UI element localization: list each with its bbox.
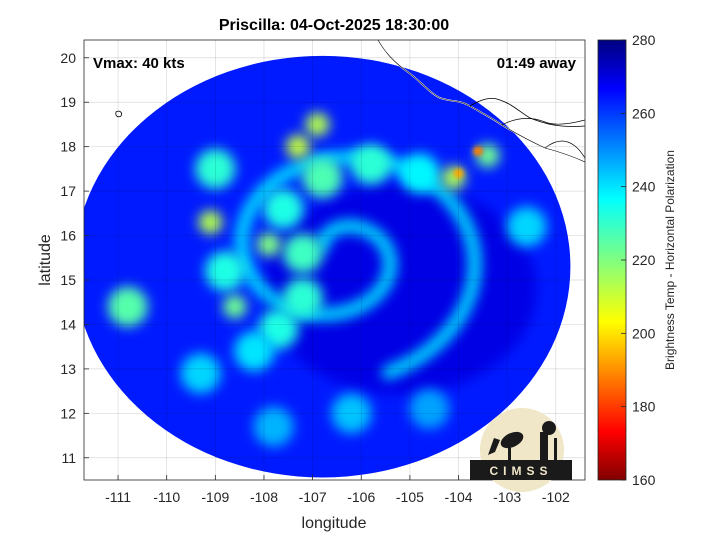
cimss-logo-text: CIMSS [489, 464, 552, 478]
y-tick-label: 20 [60, 50, 76, 66]
x-tick-labels: -111 -110 -109 -108 -107 -106 -105 -104 -103 -102 [105, 475, 570, 505]
time-away-annotation: 01:49 away [497, 55, 577, 72]
rainband-point [263, 188, 304, 229]
x-tick-label: -105 [396, 489, 424, 505]
rainband-point [256, 232, 281, 257]
rainband-point [409, 388, 450, 429]
colorbar-tick-label: 240 [632, 179, 656, 195]
y-tick-label: 18 [60, 139, 76, 155]
rainband-point [198, 210, 223, 235]
y-tick-label: 17 [60, 183, 76, 199]
rainband-point [441, 165, 466, 190]
colorbar-ticks: 160 180 200 220 240 260 280 [621, 32, 656, 488]
rainband-point [205, 251, 246, 292]
rainband-point [399, 153, 440, 194]
rainband-point [253, 406, 294, 447]
y-tick-label: 15 [60, 272, 76, 288]
axes-frame [83, 39, 586, 481]
rainband-point [472, 146, 483, 157]
grid-lines [84, 40, 585, 480]
x-tick-label: -111 [105, 489, 131, 505]
y-tick-label: 19 [60, 94, 76, 110]
cimss-logo: CIMSS [470, 408, 572, 492]
colorbar-tick-label: 200 [632, 325, 656, 341]
colorbar-label: Brightness Temp - Horizontal Polarizatio… [663, 150, 677, 370]
colorbar-tick-label: 280 [632, 32, 656, 48]
x-tick-label: -109 [201, 489, 229, 505]
rainband-point [282, 233, 323, 274]
x-tick-label: -102 [542, 489, 570, 505]
rainband-point [305, 112, 330, 137]
rainband-point [302, 157, 343, 198]
colorbar-tick-label: 260 [632, 105, 656, 121]
rainband-point [453, 168, 464, 179]
y-tick-labels: 11 12 13 14 15 16 17 18 19 20 [60, 50, 89, 466]
rainband-point [282, 277, 323, 318]
x-tick-label: -103 [493, 489, 521, 505]
rainband-point [234, 331, 275, 372]
x-tick-label: -106 [347, 489, 375, 505]
rainband-point [222, 294, 247, 319]
x-tick-label: -108 [250, 489, 278, 505]
rainband-point [195, 148, 236, 189]
vmax-annotation: Vmax: 40 kts [93, 55, 185, 72]
y-tick-label: 11 [61, 450, 76, 466]
rainband-point [350, 144, 391, 185]
chart-title: Priscilla: 04-Oct-2025 18:30:00 [219, 17, 449, 34]
x-axis-label: longitude [302, 515, 367, 532]
y-tick-label: 13 [60, 361, 76, 377]
colorbar-tick-label: 180 [632, 399, 656, 415]
brightness-temp-swath [84, 55, 571, 478]
colorbar-tick-label: 220 [632, 252, 656, 268]
rainband-point [506, 206, 547, 247]
x-tick-label: -110 [153, 489, 180, 505]
rainband-point [180, 353, 221, 394]
y-tick-label: 16 [60, 228, 76, 244]
rainband-point [107, 286, 148, 327]
rainband-point [286, 134, 311, 159]
x-tick-label: -107 [299, 489, 327, 505]
colorbar-tick-label: 160 [632, 472, 656, 488]
spiral-band [234, 150, 482, 380]
y-tick-label: 12 [60, 405, 76, 421]
y-tick-label: 14 [60, 316, 76, 332]
y-axis-label: latitude [37, 234, 54, 286]
coastline [115, 40, 585, 163]
rainband-point [331, 393, 372, 434]
x-tick-label: -104 [445, 489, 473, 505]
